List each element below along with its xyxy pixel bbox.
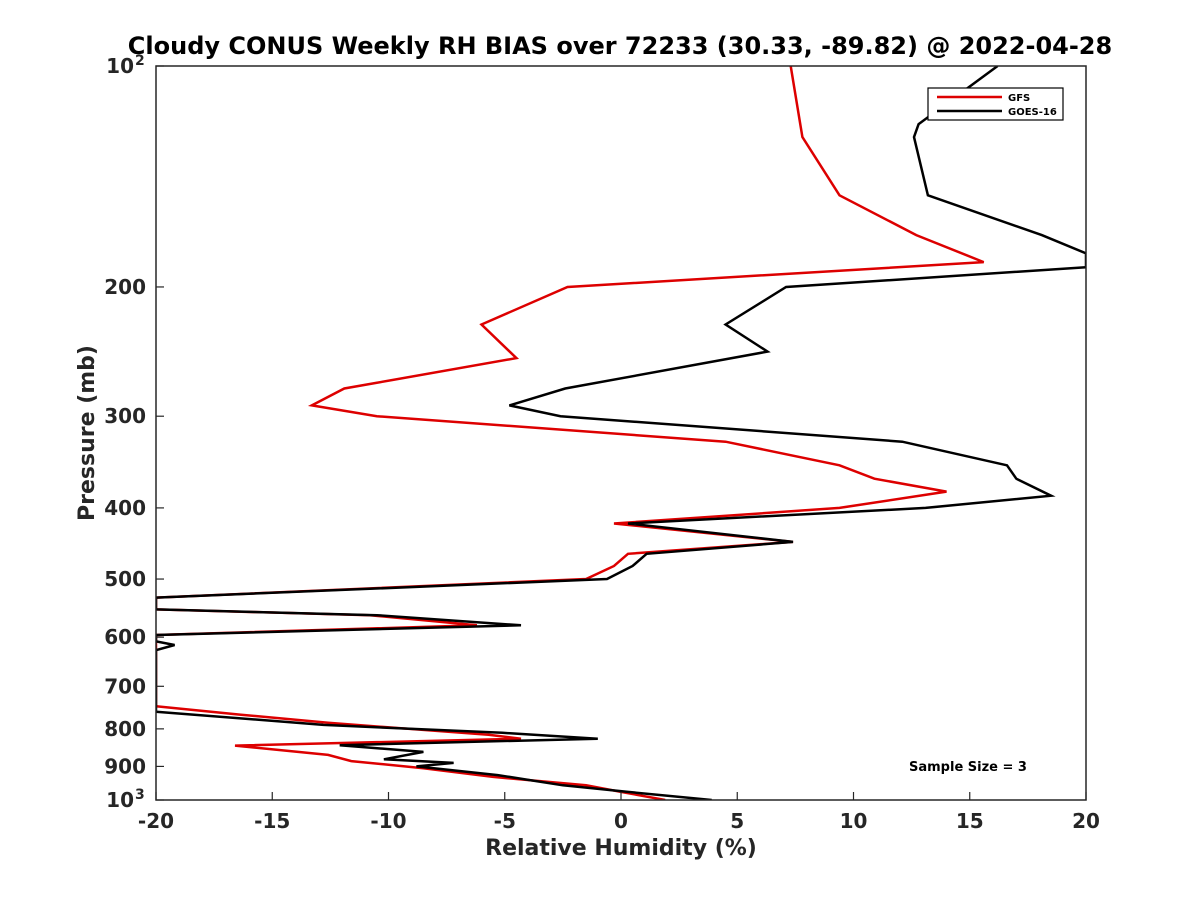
x-axis: -20 -15 -10 -5 0 5 10 15 20 <box>138 792 1100 833</box>
y-tick-label: 900 <box>104 754 146 778</box>
legend: GFS GOES-16 <box>927 87 1064 121</box>
y-tick-label: 700 <box>104 674 146 698</box>
series-line-gfs <box>156 66 985 800</box>
series-layer <box>156 66 1086 800</box>
y-tick-exponent: 2 <box>135 53 145 69</box>
x-tick-label: -15 <box>254 809 290 833</box>
y-tick-label: 800 <box>104 717 146 741</box>
y-tick-exponent: 3 <box>135 787 145 803</box>
legend-label-goes16: GOES-16 <box>1008 107 1057 118</box>
y-tick-label: 300 <box>104 404 146 428</box>
y-tick-label: 200 <box>104 275 146 299</box>
y-axis-label: Pressure (mb) <box>75 345 100 521</box>
y-tick-label: 10 <box>106 788 134 812</box>
y-tick-label: 10 <box>106 54 134 78</box>
y-tick-label: 500 <box>104 567 146 591</box>
x-tick-label: 20 <box>1072 809 1100 833</box>
x-axis-label: Relative Humidity (%) <box>485 836 757 861</box>
x-tick-label: 10 <box>840 809 868 833</box>
y-tick-label: 600 <box>104 625 146 649</box>
x-tick-label: 5 <box>730 809 744 833</box>
x-tick-label: 15 <box>956 809 984 833</box>
x-tick-label: -5 <box>494 809 516 833</box>
chart-title: Cloudy CONUS Weekly RH BIAS over 72233 (… <box>128 32 1112 60</box>
sample-size-annotation: Sample Size = 3 <box>909 760 1027 775</box>
legend-box <box>927 87 1064 121</box>
x-tick-label: 0 <box>614 809 628 833</box>
legend-label-gfs: GFS <box>1008 93 1030 104</box>
y-tick-label: 400 <box>104 496 146 520</box>
series-line-goes16 <box>156 66 1086 800</box>
x-tick-label: -10 <box>370 809 406 833</box>
x-tick-label: -20 <box>138 809 174 833</box>
